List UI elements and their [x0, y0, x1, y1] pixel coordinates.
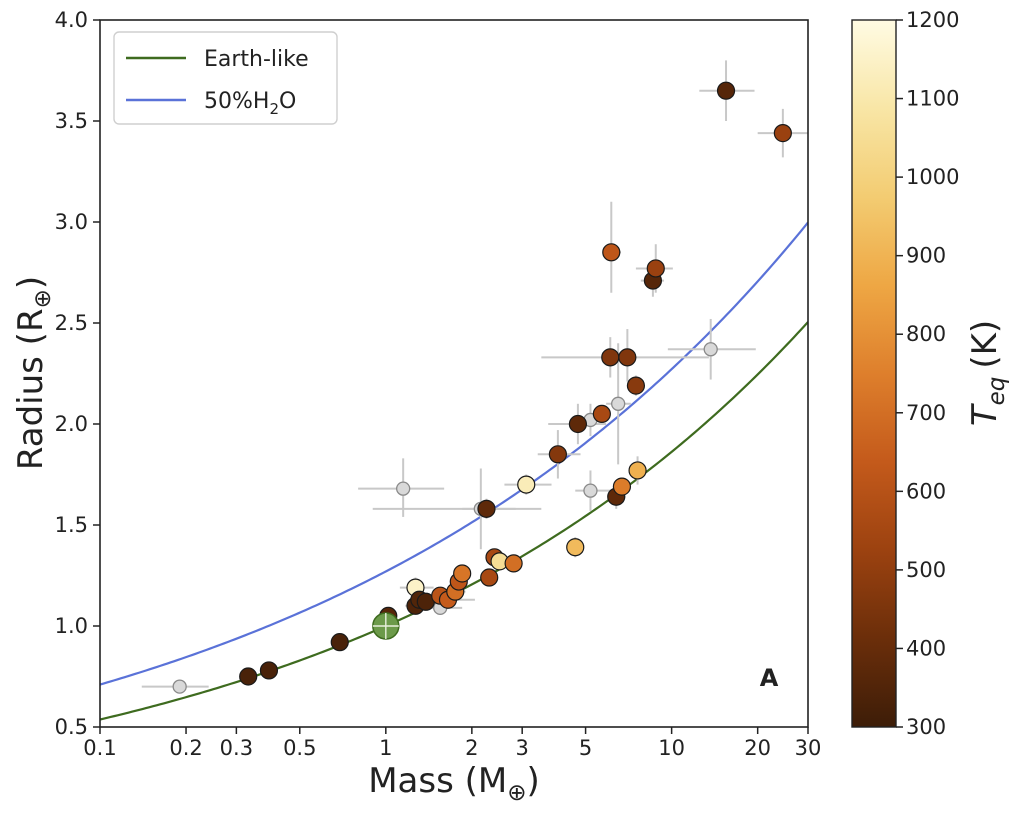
data-point [773, 124, 792, 143]
y-tick-label: 2.0 [55, 412, 88, 436]
legend-label: Earth-like [204, 47, 309, 72]
y-tick-label: 2.5 [55, 311, 88, 335]
model-curve-50-h2o [100, 221, 808, 686]
colorbar-title: Teq(K) [965, 320, 1010, 426]
colorbar-tick-label: 1100 [906, 87, 959, 111]
data-point [601, 348, 620, 367]
data-point [480, 568, 499, 587]
data-point [716, 81, 736, 100]
data-point [602, 243, 621, 262]
data-point [548, 445, 567, 464]
legend-label: 50%H2O [204, 89, 296, 118]
y-tick-label: 0.5 [55, 715, 88, 739]
data-point-no-teq [703, 342, 718, 357]
colorbar-tick-label: 700 [906, 401, 946, 425]
x-tick-label: 1 [379, 736, 392, 760]
data-point-no-teq [172, 679, 187, 694]
x-axis-ticks: 0.1 0.2 0.3 0.5 1 2 3 5 10 20 30 [83, 727, 821, 760]
data-point [239, 667, 258, 686]
data-point [504, 554, 523, 573]
data-point [517, 475, 536, 494]
y-tick-label: 1.0 [55, 614, 88, 638]
data-point [259, 661, 279, 680]
data-point-no-teq [583, 483, 598, 498]
x-tick-label: 3 [515, 736, 528, 760]
colorbar-tick-label: 300 [906, 715, 946, 739]
colorbar-tick-label: 900 [906, 244, 946, 268]
data-point [330, 633, 349, 652]
x-tick-label: 0.3 [220, 736, 253, 760]
colorbar-ticks: 300 400 500 600 700 800 900 1000 1100 1200 [896, 8, 959, 739]
x-axis-title: Mass (M⊕) [368, 761, 540, 806]
x-tick-label: 10 [658, 736, 685, 760]
data-point-no-teq [396, 481, 411, 496]
data-point [566, 538, 585, 557]
x-tick-label: 2 [465, 736, 478, 760]
y-tick-label: 3.5 [55, 109, 88, 133]
colorbar: 300 400 500 600 700 800 900 1000 1100 1200 Teq(K) [851, 8, 1010, 739]
colorbar-gradient [851, 19, 897, 728]
data-point [453, 564, 472, 583]
earth-marker [372, 612, 400, 640]
y-axis-title: Radius (R⊕) [11, 276, 56, 470]
data-point [477, 499, 496, 518]
x-tick-label: 0.1 [83, 736, 116, 760]
data-point [618, 348, 637, 367]
data-point [592, 404, 611, 423]
colorbar-tick-label: 1200 [906, 8, 959, 32]
plot-frame [99, 19, 809, 728]
colorbar-tick-label: 1000 [906, 165, 959, 189]
panel-label: A [760, 664, 779, 692]
data-point [626, 376, 646, 395]
x-tick-label: 0.2 [169, 736, 202, 760]
y-tick-label: 3.0 [55, 210, 88, 234]
x-tick-label: 20 [744, 736, 771, 760]
colorbar-tick-label: 400 [906, 636, 946, 660]
legend: Earth-like 50%H2O [113, 31, 338, 125]
colorbar-tick-label: 800 [906, 322, 946, 346]
data-point [628, 461, 647, 480]
y-tick-label: 1.5 [55, 513, 88, 537]
plot-area [99, 19, 809, 728]
data-point [612, 477, 632, 496]
plot-background [100, 20, 808, 727]
data-point-no-teq [611, 396, 626, 411]
data-point [646, 259, 665, 278]
x-tick-label: 5 [579, 736, 592, 760]
x-tick-label: 30 [795, 736, 822, 760]
data-points [172, 81, 792, 694]
data-point [568, 414, 588, 434]
x-tick-label: 0.5 [283, 736, 316, 760]
colorbar-tick-label: 600 [906, 479, 946, 503]
colorbar-tick-label: 500 [906, 558, 946, 582]
y-axis-ticks: 0.5 1.0 1.5 2.0 2.5 3.0 3.5 4.0 [55, 8, 100, 739]
y-tick-label: 4.0 [55, 8, 88, 32]
